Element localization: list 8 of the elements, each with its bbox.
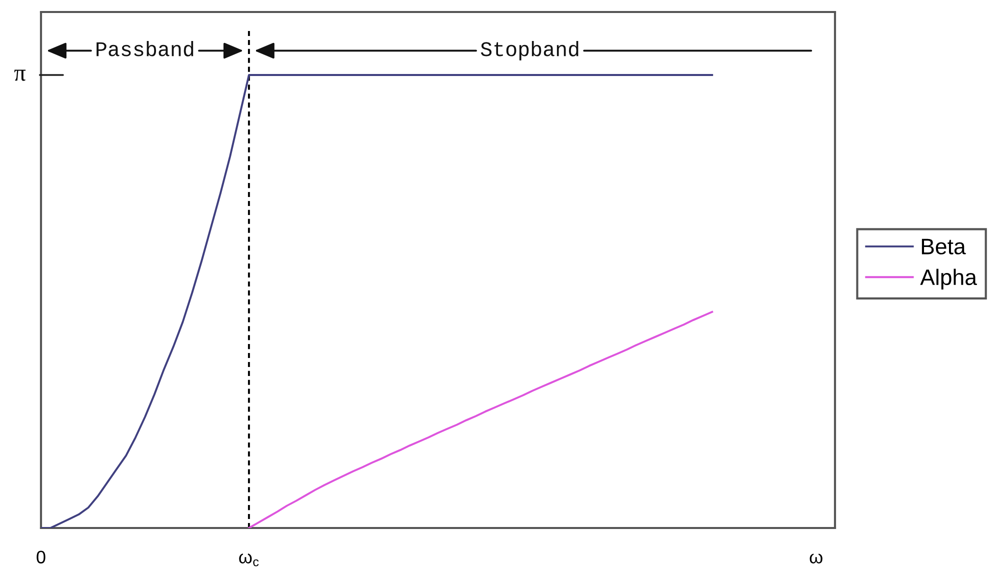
text: Passband — [96, 40, 194, 56]
text: π — [14, 70, 26, 81]
x-tick-label: ω$_{c}$ — [239, 554, 259, 566]
x-tick-label: 0 — [36, 550, 46, 564]
text: Stopband — [480, 40, 578, 60]
legend-label: Alpha — [920, 268, 977, 290]
legend-label: Beta — [922, 238, 966, 254]
x-tick-label: ω — [810, 554, 822, 564]
